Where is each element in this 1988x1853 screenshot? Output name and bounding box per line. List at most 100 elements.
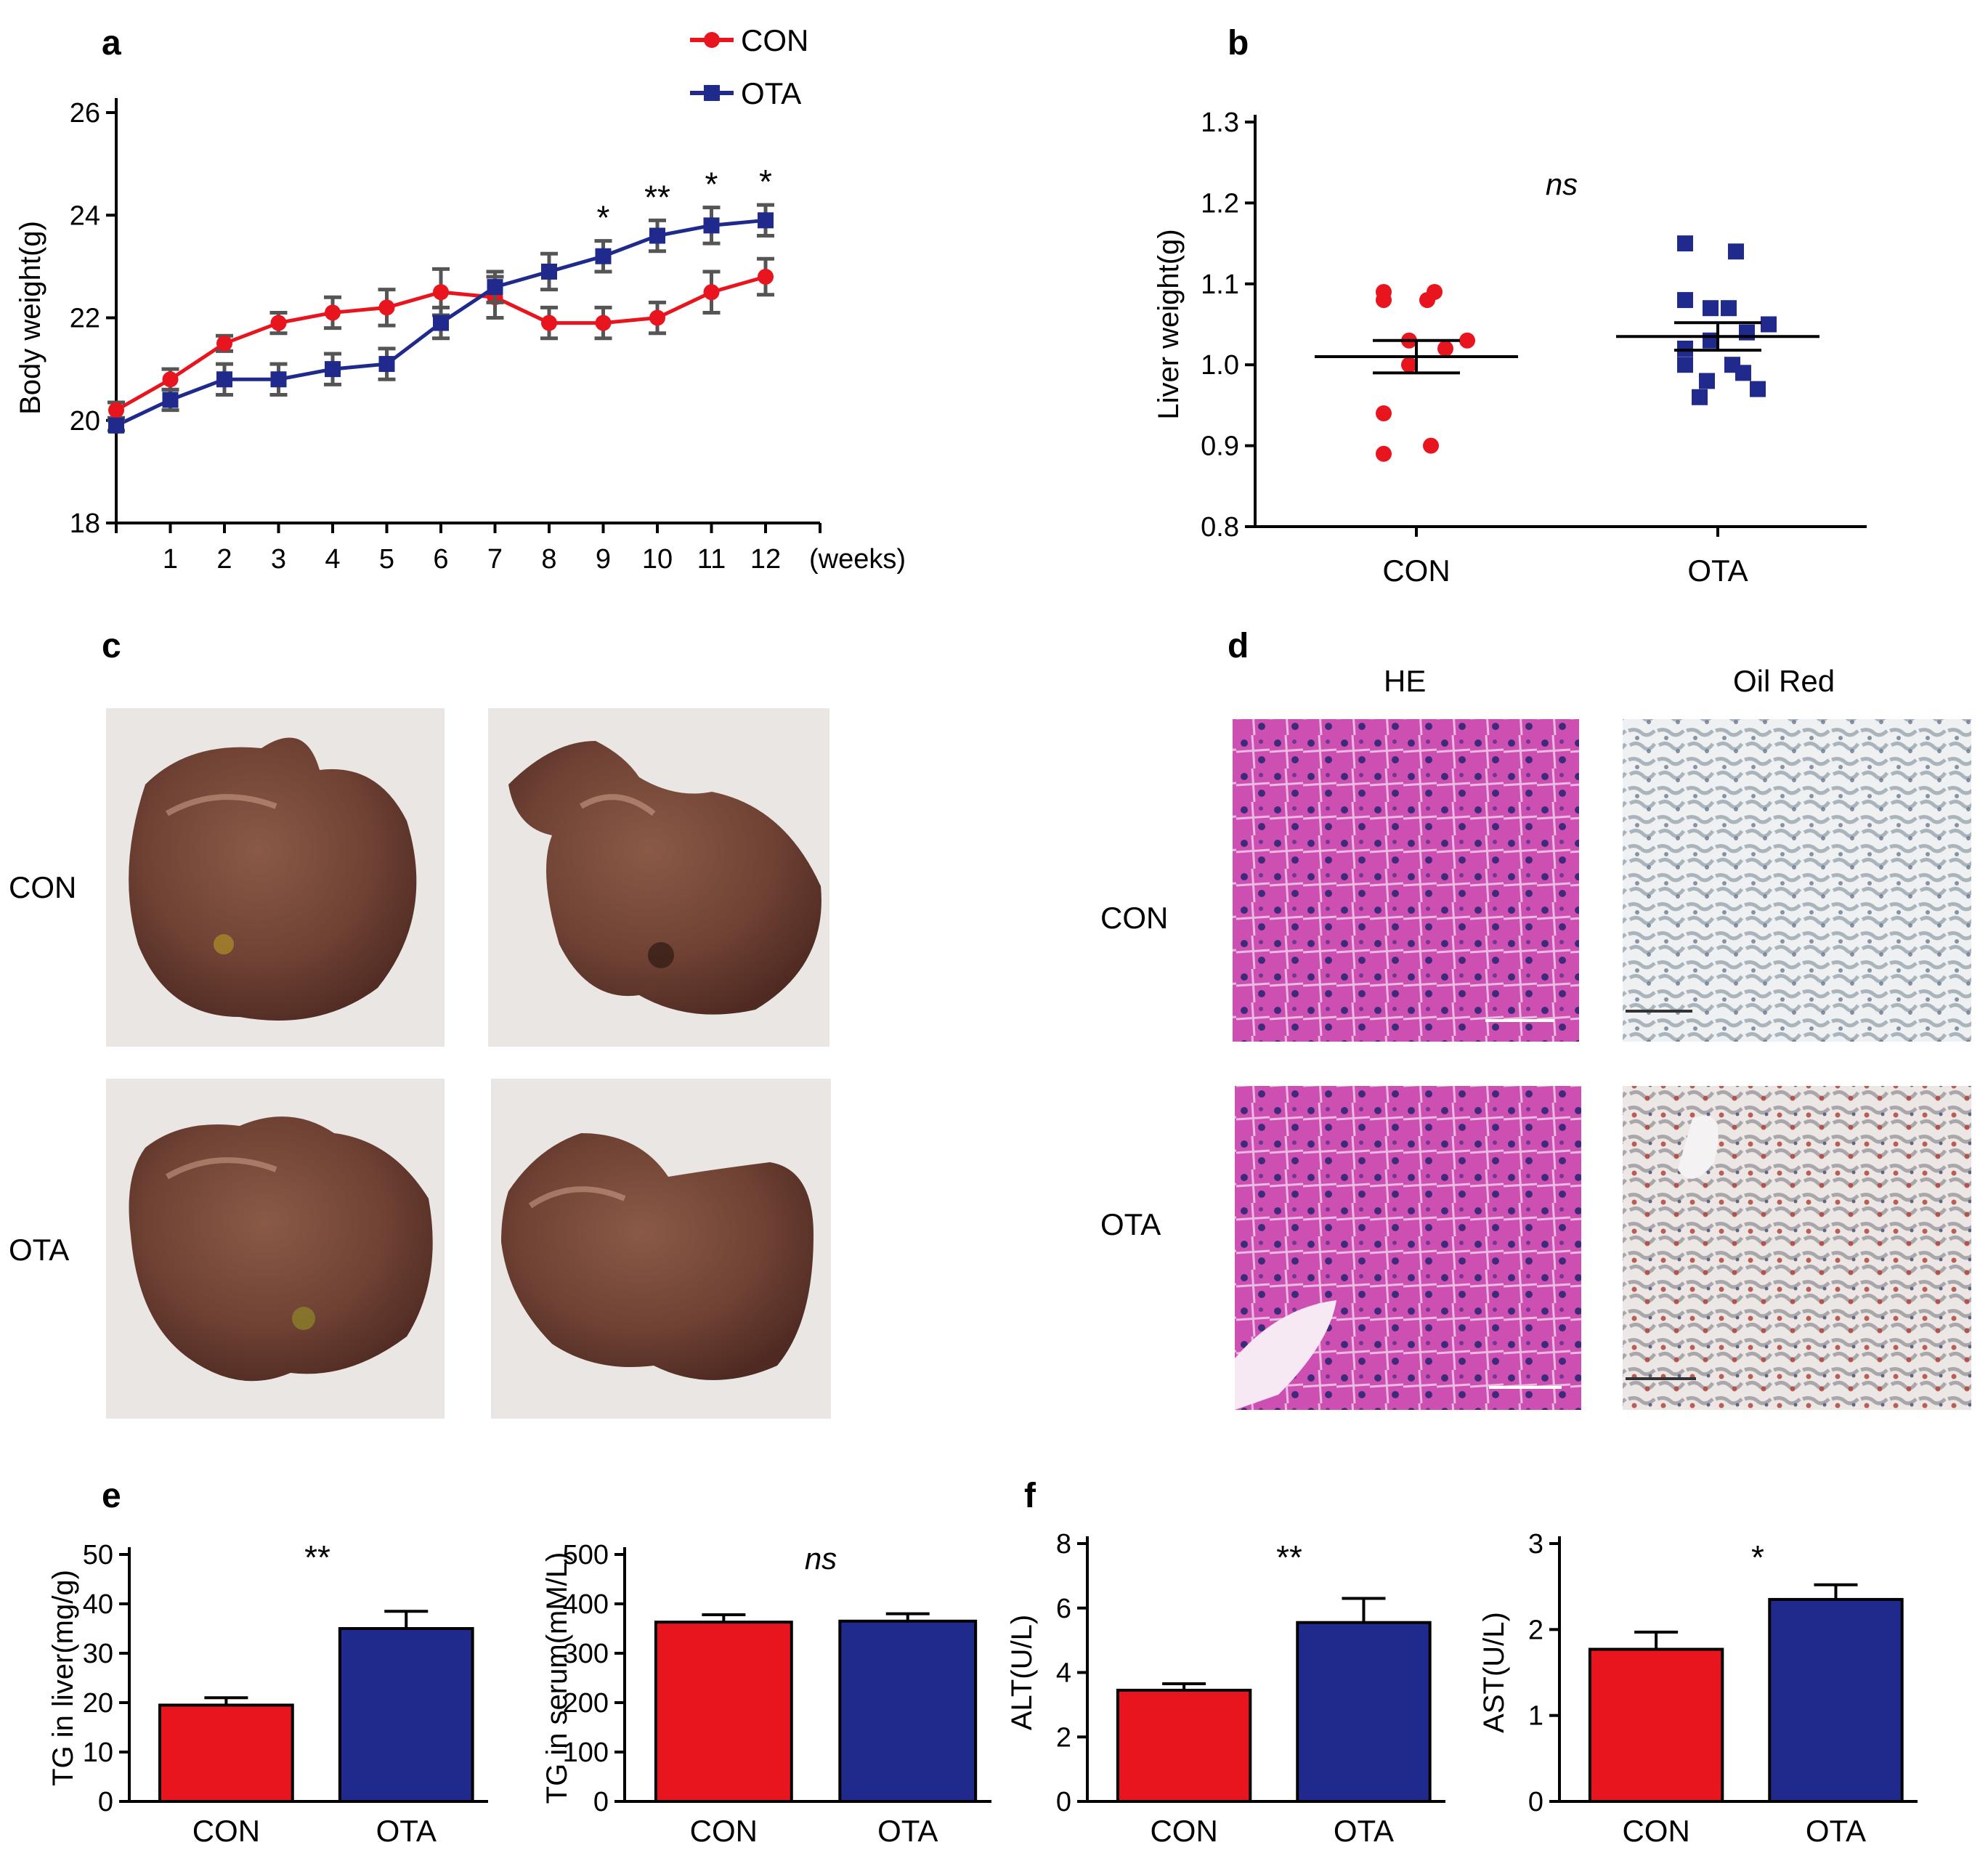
x-tick-label: CON (1150, 1814, 1217, 1848)
data-point-con (1419, 292, 1435, 309)
x-tick-label: CON (1622, 1814, 1689, 1848)
y-tick-label: 22 (70, 304, 100, 334)
y-tick-label: 6 (1056, 1594, 1071, 1624)
y-tick-label: 500 (563, 1540, 609, 1570)
y-tick-label: 18 (70, 508, 100, 539)
panel-c-row-label-con: CON (9, 870, 76, 904)
y-tick-label: 100 (563, 1738, 609, 1768)
x-tick-label: 9 (596, 544, 611, 575)
x-tick-label: 8 (541, 544, 556, 575)
liver-weight-chart: 0.8 0.9 1.0 1.1 1.2 1.3 CON OTA Liver weight(g) n… (1153, 108, 1867, 588)
bar-con (1588, 1647, 1724, 1804)
x-tick-label: CON (192, 1814, 260, 1848)
bar-ota (338, 1627, 474, 1803)
y-tick-label: 50 (83, 1540, 113, 1570)
legend-ota-label: OTA (741, 76, 801, 110)
data-point-ota (1703, 332, 1719, 349)
y-axis-label: AST(U/L) (1478, 1612, 1510, 1733)
y-tick-label: 20 (70, 406, 100, 437)
y-tick-label: 1 (1528, 1701, 1543, 1732)
y-tick-label: 0 (98, 1787, 113, 1817)
x-tick-label: 11 (697, 544, 726, 575)
data-point-con (703, 284, 720, 301)
y-tick-label: 1.1 (1201, 269, 1239, 300)
bar-ota (838, 1619, 978, 1804)
alt-chart: 0 2 4 6 8 CON OTA ALT(U/L) ** (1006, 1529, 1445, 1848)
tg-liver-chart: 0 10 20 30 40 50 CON OTA TG in liver(mg/g) ** (47, 1538, 488, 1848)
data-point-con (108, 402, 124, 418)
panel-c-photos: CON OTA (9, 708, 831, 1419)
significance-marker: ns (805, 1541, 837, 1576)
bar-con (1116, 1688, 1252, 1803)
legend-con-label: CON (741, 23, 808, 57)
bar-ota (1768, 1597, 1904, 1804)
data-point-ota (108, 417, 124, 434)
panel-f-letter: f (1024, 1477, 1036, 1515)
data-point-con (270, 315, 287, 331)
y-tick-label: 3 (1528, 1529, 1543, 1560)
y-tick-label: 1.3 (1201, 108, 1239, 138)
bar-con (158, 1703, 294, 1803)
y-axis-label: ALT(U/L) (1006, 1615, 1038, 1730)
x-tick-label: OTA (877, 1814, 938, 1848)
y-axis-label: Body weight(g) (15, 221, 46, 415)
data-point-ota (1703, 300, 1719, 317)
data-point-ota (433, 315, 449, 331)
y-tick-label: 300 (563, 1639, 609, 1669)
y-tick-label: 4 (1056, 1658, 1071, 1689)
y-axis-label: Liver weight(g) (1153, 229, 1185, 419)
liver-photo-ota-1 (106, 1079, 445, 1419)
data-point-ota (1677, 235, 1693, 252)
panel-b-letter: b (1228, 24, 1249, 62)
panel-d-col-label-oilred: Oil Red (1733, 664, 1835, 698)
tg-serum-chart: 0 100 200 300 400 500 CON OTA TG in serum(mM/L) n… (541, 1540, 991, 1848)
panel-d-col-label-he: HE (1384, 664, 1426, 698)
y-tick-label: 1.2 (1201, 188, 1239, 219)
liver-photo-con-1 (106, 708, 445, 1047)
data-point-con (1459, 332, 1475, 349)
liver-photo-con-2 (488, 708, 829, 1047)
he-image-ota (1235, 1086, 1581, 1410)
y-tick-label: 400 (563, 1589, 609, 1620)
y-tick-label: 24 (70, 200, 100, 231)
x-tick-label: 1 (163, 544, 178, 575)
panel-d-row-label-con: CON (1100, 901, 1168, 935)
data-point-con (649, 309, 665, 326)
y-tick-label: 30 (83, 1639, 113, 1669)
y-tick-label: 8 (1056, 1529, 1071, 1560)
data-point-ota (1728, 243, 1744, 260)
y-tick-label: 40 (83, 1589, 113, 1620)
oilred-image-con (1623, 719, 1971, 1042)
x-tick-label: 2 (216, 544, 232, 575)
legend: CON OTA (690, 23, 808, 110)
legend-con-marker (704, 32, 720, 48)
data-point-ota (1699, 373, 1715, 389)
data-point-ota (649, 227, 665, 244)
x-tick-label: 5 (379, 544, 394, 575)
x-tick-label: 3 (271, 544, 286, 575)
y-tick-label: 200 (563, 1688, 609, 1719)
y-axis-label: TG in liver(mg/g) (47, 1570, 79, 1786)
significance-marker: ** (1276, 1538, 1302, 1576)
x-tick-label: OTA (1334, 1814, 1394, 1848)
data-point-con (1423, 437, 1439, 454)
data-point-ota (1677, 292, 1693, 309)
y-tick-label: 0 (1056, 1787, 1071, 1817)
significance-marker: ns (1546, 167, 1578, 201)
data-point-con (325, 304, 341, 321)
data-point-con (758, 269, 774, 285)
x-axis-label: (weeks) (809, 544, 906, 575)
y-tick-label: 10 (83, 1738, 113, 1768)
panel-a-letter: a (102, 24, 121, 62)
panel-e-letter: e (102, 1477, 121, 1515)
significance-marker: * (759, 163, 772, 200)
panel-d-histology: HE Oil Red CON OTA (1100, 664, 1971, 1410)
x-tick-label: 6 (433, 544, 448, 575)
x-tick-label: OTA (1806, 1814, 1866, 1848)
data-point-con (1401, 357, 1417, 373)
data-point-ota (1739, 324, 1755, 341)
data-point-con (1437, 340, 1453, 357)
significance-marker: * (705, 166, 718, 203)
significance-marker: ** (304, 1538, 330, 1576)
